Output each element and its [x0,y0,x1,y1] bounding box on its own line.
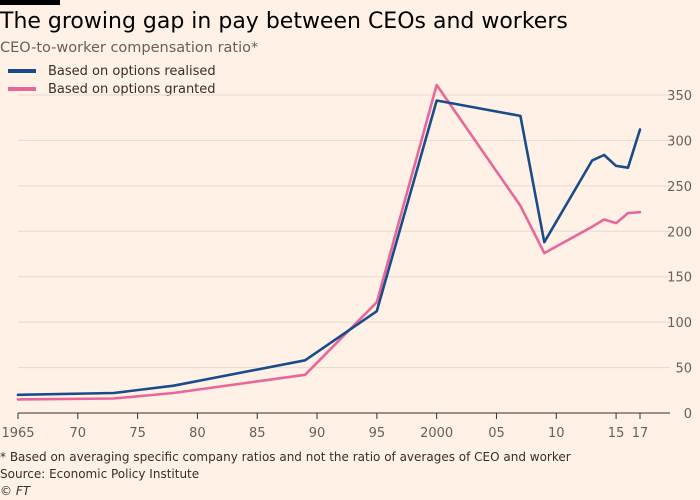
x-tick-label: 90 [309,426,326,441]
chart-title: The growing gap in pay between CEOs and … [0,9,568,34]
x-tick-label: 85 [249,426,266,441]
y-tick-label: 300 [667,134,692,149]
y-tick-label: 150 [667,271,692,286]
chart-subtitle: CEO-to-worker compensation ratio* [0,40,259,56]
footnote: * Based on averaging specific company ra… [0,450,571,464]
x-tick-label: 1965 [1,426,34,441]
legend-label-granted: Based on options granted [48,81,216,97]
y-tick-label: 0 [684,407,692,422]
x-tick-label: 75 [129,426,146,441]
x-tick-label: 95 [369,426,386,441]
legend-swatch-granted [8,87,36,91]
series-line-realised [16,99,642,397]
legend-item-granted: Based on options granted [8,80,216,98]
legend-label-realised: Based on options realised [48,63,216,79]
y-tick-label: 50 [675,362,692,377]
x-tick-label: 17 [632,426,649,441]
x-tick-label: 05 [488,426,505,441]
x-tick-label: 15 [608,426,625,441]
y-tick-label: 200 [667,225,692,240]
y-tick-label: 100 [667,316,692,331]
legend-swatch-realised [8,69,36,73]
y-tick-label: 250 [667,180,692,195]
x-tick-label: 80 [189,426,206,441]
y-tick-label: 350 [667,89,692,104]
x-tick-label: 2000 [420,426,453,441]
legend-item-realised: Based on options realised [8,62,216,80]
brand-bar [0,0,60,5]
x-tick-label: 10 [548,426,565,441]
legend: Based on options realised Based on optio… [8,62,216,98]
series-line-granted [16,83,642,401]
x-tick-label: 70 [70,426,87,441]
source-note: Source: Economic Policy Institute [0,467,200,481]
copyright: © FT [0,484,31,498]
